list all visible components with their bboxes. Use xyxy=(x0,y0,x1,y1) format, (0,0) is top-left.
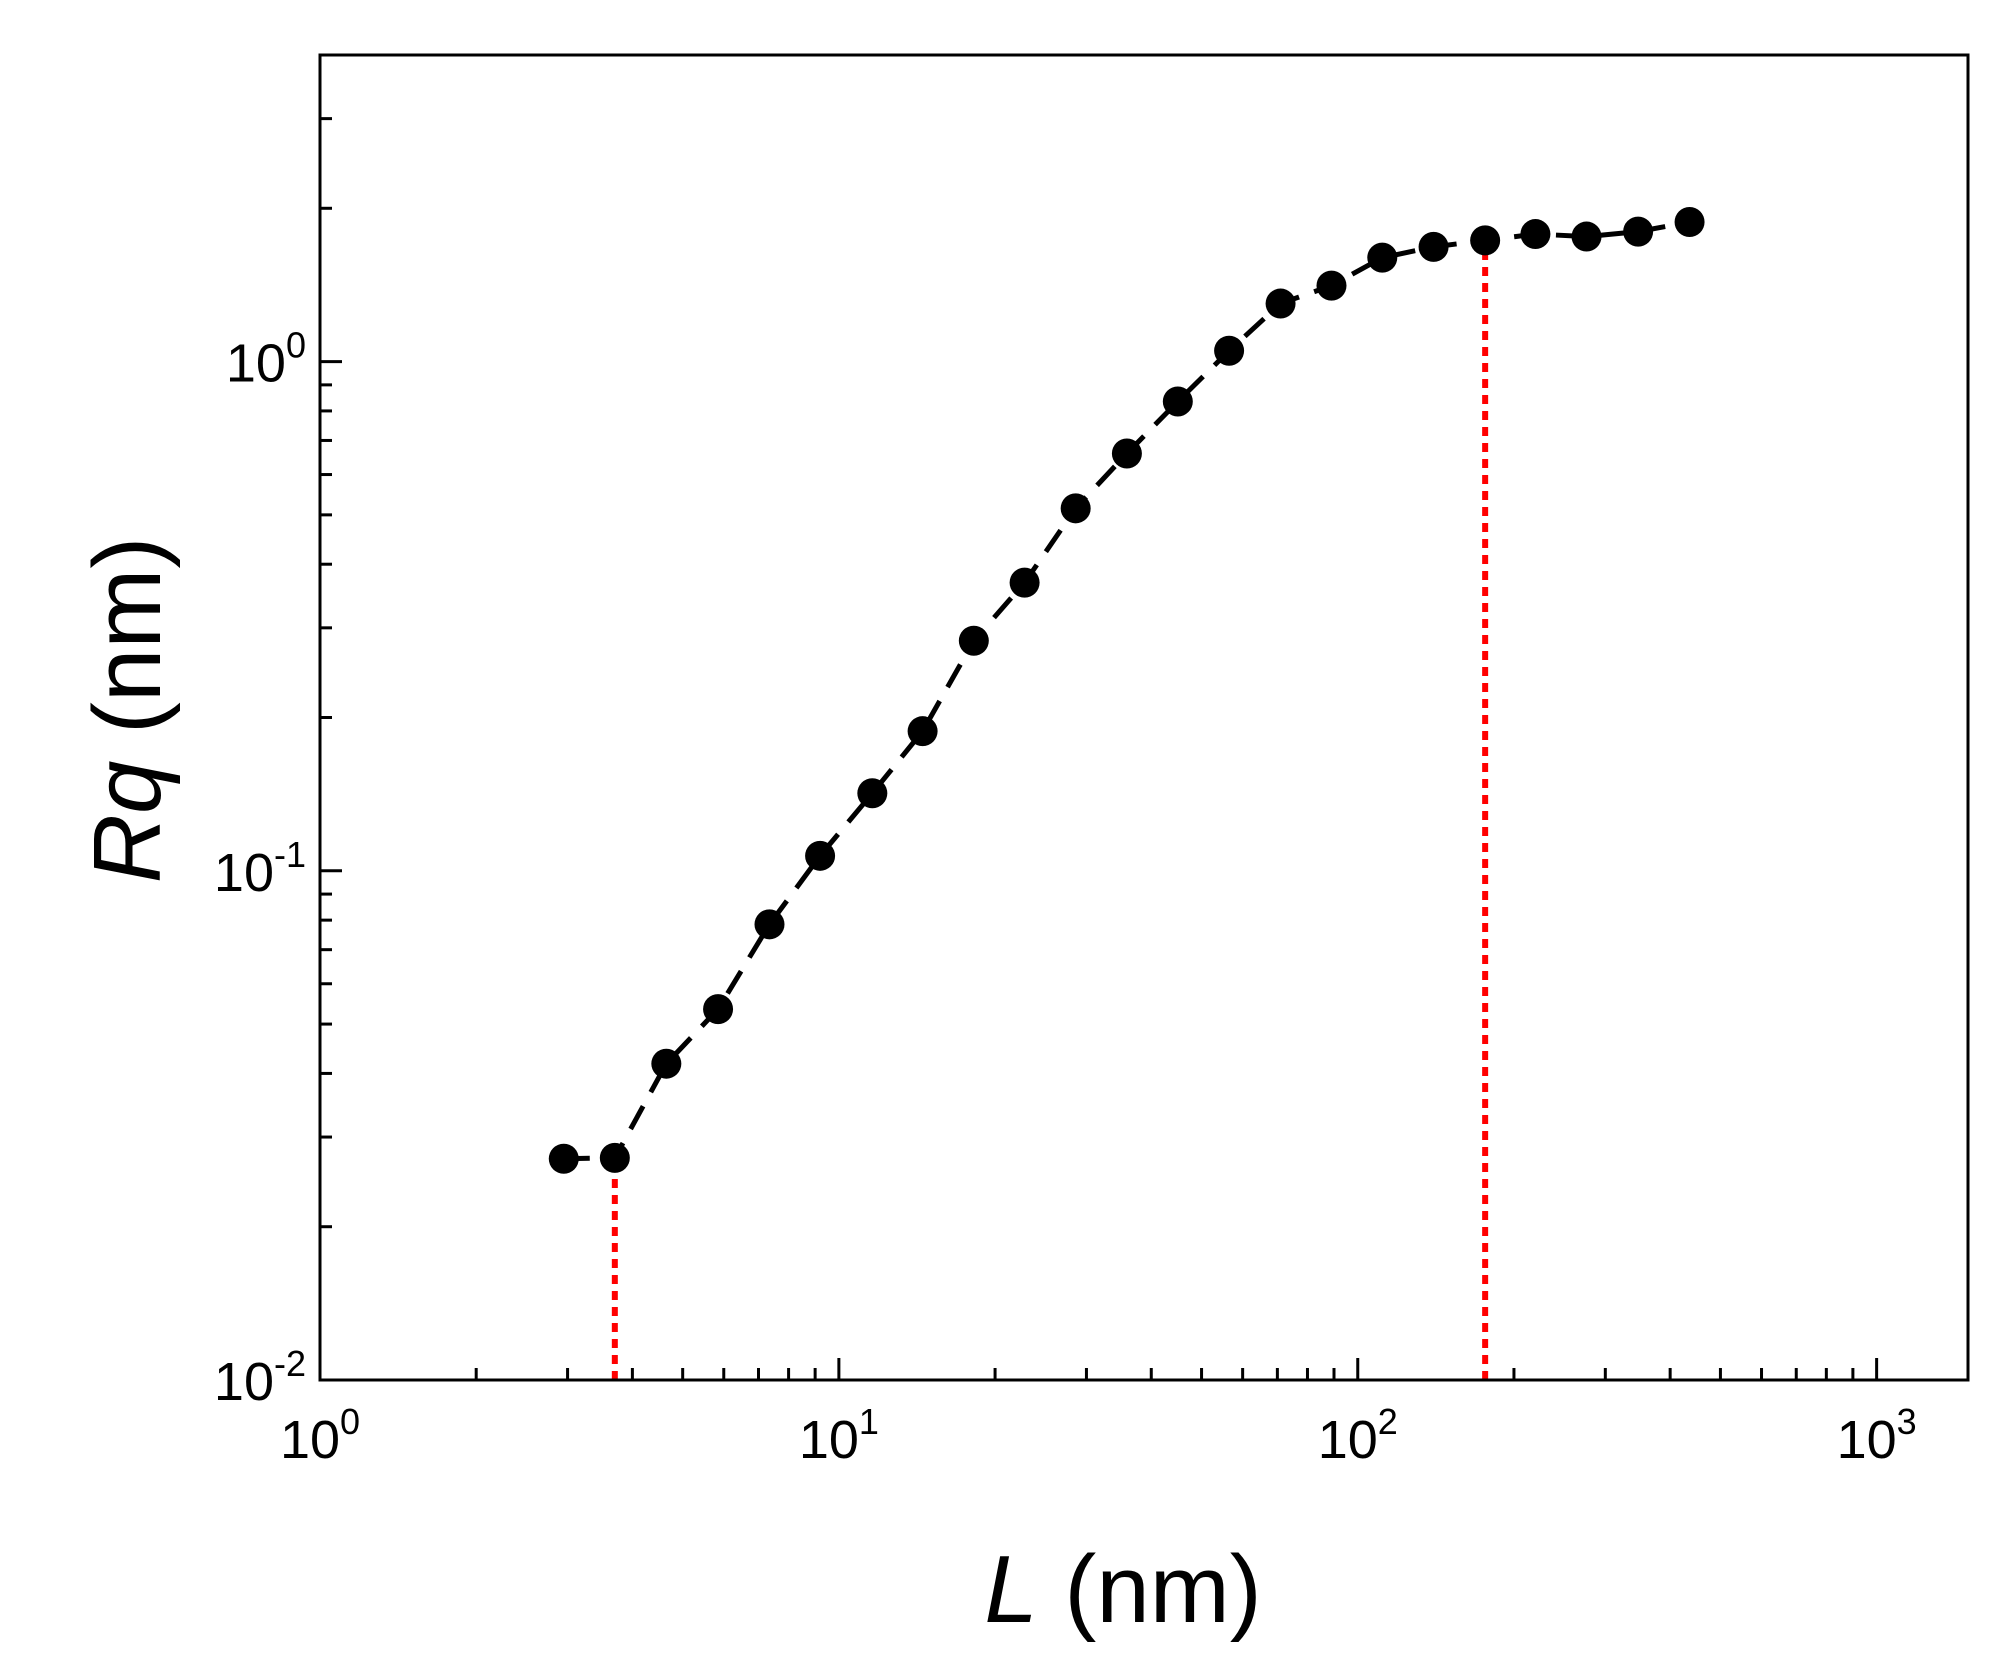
y-tick-label: 10-1 xyxy=(214,834,306,903)
data-point xyxy=(1367,242,1398,273)
data-point xyxy=(805,840,836,871)
data-point xyxy=(1009,567,1040,598)
x-axis-title: L (nm) xyxy=(984,1536,1261,1643)
data-point xyxy=(1060,493,1091,524)
data-point xyxy=(907,716,938,747)
data-point xyxy=(1623,216,1654,247)
data-point xyxy=(548,1143,579,1174)
data-point xyxy=(1418,231,1449,262)
data-point xyxy=(599,1142,630,1173)
data-point xyxy=(1162,386,1193,417)
data-point xyxy=(857,778,888,809)
y-tick-label: 100 xyxy=(226,325,306,394)
data-point xyxy=(754,909,785,940)
data-point xyxy=(1571,221,1602,252)
data-point xyxy=(703,994,734,1025)
data-point xyxy=(1520,219,1551,250)
series-line xyxy=(563,219,1691,1162)
series-markers xyxy=(548,206,1705,1174)
series-line-path xyxy=(563,219,1691,1162)
axes: 100 101 102 103 10-2 10-1 100 xyxy=(214,53,1970,1470)
x-tick-label: 103 xyxy=(1837,1401,1917,1470)
data-point xyxy=(1111,438,1142,469)
data-point xyxy=(1316,270,1347,301)
plot-frame xyxy=(318,53,1970,1382)
y-tick-label: 10-2 xyxy=(214,1343,306,1412)
data-point xyxy=(958,625,989,656)
y-axis-title: Rq (nm) xyxy=(74,537,181,884)
x-tick-label: 100 xyxy=(280,1401,360,1470)
x-tick-label: 102 xyxy=(1318,1401,1398,1470)
data-point xyxy=(651,1048,682,1079)
data-point xyxy=(1265,288,1296,319)
data-point xyxy=(1674,206,1705,237)
x-tick-label: 101 xyxy=(799,1401,879,1470)
data-point xyxy=(1214,335,1245,366)
reference-lines xyxy=(611,240,1489,1380)
data-point xyxy=(1470,225,1501,256)
